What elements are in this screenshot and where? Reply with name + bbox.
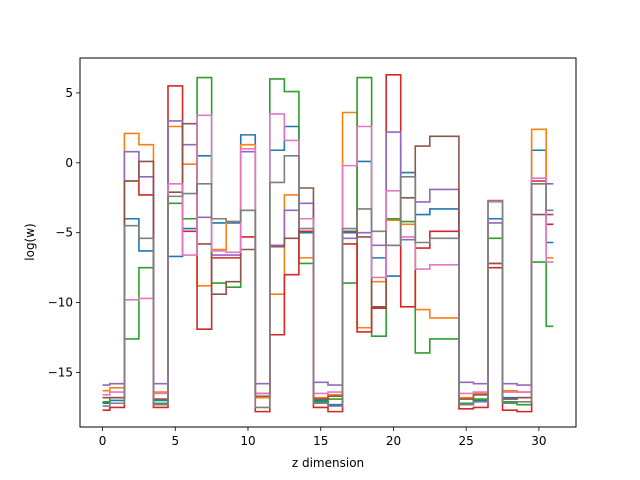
x-tick-label: 0 (99, 434, 107, 448)
x-axis-label: z dimension (292, 456, 364, 470)
plot-lines (102, 73, 554, 413)
y-tick-label: −5 (55, 226, 73, 240)
y-tick-label: −15 (48, 365, 73, 379)
series-line-4 (102, 73, 554, 413)
x-tick-label: 10 (240, 434, 255, 448)
series-line-8 (102, 155, 554, 409)
series-line-5 (102, 120, 554, 386)
y-tick-label: −10 (48, 296, 73, 310)
x-tick-label: 20 (386, 434, 401, 448)
y-axis-label: log(w) (23, 223, 37, 260)
x-tick-label: 25 (459, 434, 474, 448)
y-axis-ticks: −15 −10 −5 0 5 (48, 86, 80, 379)
x-tick-label: 15 (313, 434, 328, 448)
series-line-7 (102, 113, 554, 396)
x-axis-ticks: 0 5 10 15 20 25 30 (99, 427, 547, 448)
y-tick-label: 5 (65, 86, 73, 100)
x-tick-label: 30 (531, 434, 546, 448)
y-tick-label: 0 (65, 156, 73, 170)
axes-frame (79, 57, 577, 428)
x-tick-label: 5 (171, 434, 179, 448)
series-line-3 (102, 76, 554, 406)
